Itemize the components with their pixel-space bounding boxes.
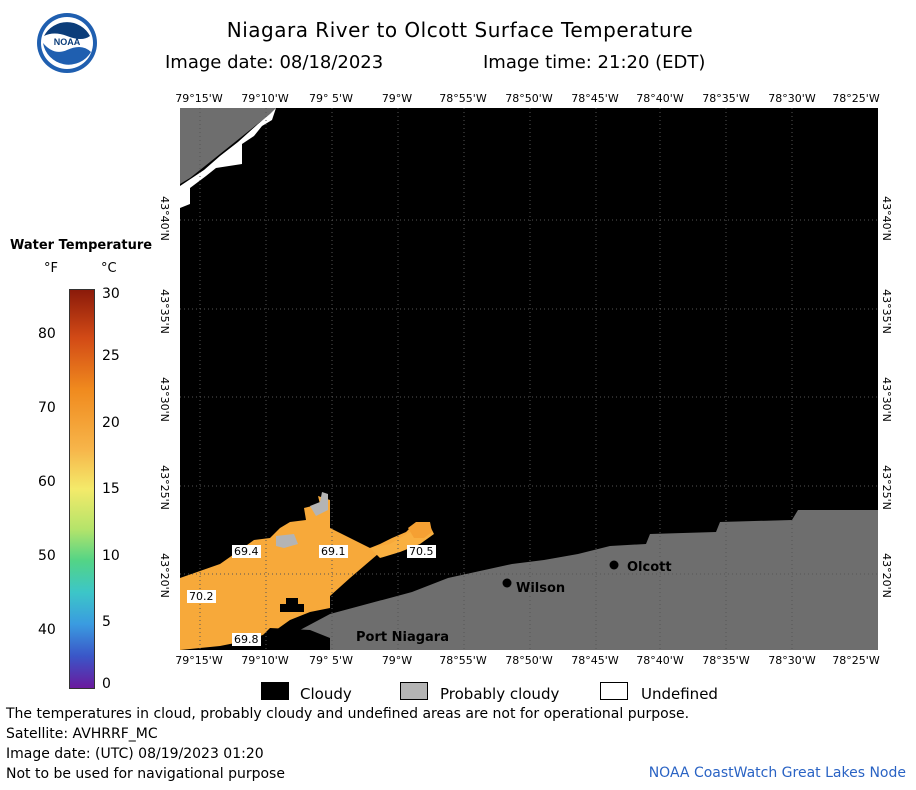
- lon-label: 78°50'W: [505, 654, 553, 667]
- wilson-marker: [502, 578, 512, 588]
- scale-unit-c: °C: [101, 261, 117, 276]
- warm-water: [408, 522, 432, 538]
- c-tick: 20: [102, 415, 120, 431]
- land-south: [250, 510, 878, 650]
- cloudy-area: [250, 628, 330, 650]
- legend-swatch-cloudy: [261, 682, 289, 700]
- lon-label: 78°25'W: [832, 92, 880, 105]
- lon-label: 78°45'W: [571, 654, 619, 667]
- note-navigation: Not to be used for navigational purpose: [6, 766, 285, 782]
- f-tick: 40: [38, 622, 56, 638]
- land-northwest: [180, 108, 276, 184]
- lon-label: 79° 5'W: [309, 654, 353, 667]
- lon-label: 78°30'W: [768, 654, 816, 667]
- legend-label-probably-cloudy: Probably cloudy: [440, 685, 560, 703]
- lon-label: 78°40'W: [636, 654, 684, 667]
- lon-label: 79°W: [381, 92, 413, 105]
- f-tick: 50: [38, 548, 56, 564]
- temperature-map: [180, 108, 878, 650]
- note-utc-date: Image date: (UTC) 08/19/2023 01:20: [6, 746, 264, 762]
- legend-label-cloudy: Cloudy: [300, 685, 352, 703]
- lon-label: 78°55'W: [439, 654, 487, 667]
- note-operational: The temperatures in cloud, probably clou…: [6, 706, 690, 722]
- credit-link[interactable]: NOAA CoastWatch Great Lakes Node: [648, 765, 906, 781]
- f-tick: 60: [38, 474, 56, 490]
- c-tick: 30: [102, 286, 120, 302]
- lon-label: 79°10'W: [241, 92, 289, 105]
- lon-label: 78°40'W: [636, 92, 684, 105]
- image-time: Image time: 21:20 (EDT): [483, 52, 706, 73]
- temp-label: 70.5: [407, 545, 436, 558]
- legend-swatch-undefined: [600, 682, 628, 700]
- lat-label: 43°25'N: [879, 465, 893, 510]
- svg-text:NOAA: NOAA: [54, 37, 81, 47]
- lon-label: 79°15'W: [175, 654, 223, 667]
- temp-label: 69.4: [232, 545, 261, 558]
- lat-label: 43°30'N: [879, 377, 893, 422]
- image-date: Image date: 08/18/2023: [165, 52, 384, 73]
- undefined-area: [180, 108, 276, 208]
- probably-cloudy-area: [310, 492, 328, 516]
- lon-label: 79° 5'W: [309, 92, 353, 105]
- lon-label: 78°30'W: [768, 92, 816, 105]
- c-tick: 10: [102, 548, 120, 564]
- lat-label: 43°40'N: [157, 196, 171, 241]
- lon-label: 78°50'W: [505, 92, 553, 105]
- lat-label: 43°35'N: [157, 289, 171, 334]
- lat-label: 43°30'N: [157, 377, 171, 422]
- temp-label: 70.2: [187, 590, 216, 603]
- scale-title: Water Temperature: [10, 238, 153, 253]
- lon-label: 78°25'W: [832, 654, 880, 667]
- graticule: [180, 108, 878, 650]
- lat-label: 43°20'N: [879, 553, 893, 598]
- bottom-longitude-axis: 79°15'W 79°10'W 79° 5'W 79°W 78°55'W 78°…: [0, 654, 916, 668]
- lat-label: 43°35'N: [879, 289, 893, 334]
- c-tick: 5: [102, 614, 111, 630]
- lat-label: 43°40'N: [879, 196, 893, 241]
- place-label-olcott: Olcott: [627, 560, 672, 575]
- f-tick: 70: [38, 400, 56, 416]
- lon-label: 78°35'W: [702, 92, 750, 105]
- noaa-logo: NOAA: [37, 13, 97, 73]
- place-label-port-niagara: Port Niagara: [356, 630, 449, 645]
- lon-label: 79°W: [381, 654, 413, 667]
- legend-swatch-probably-cloudy: [400, 682, 428, 700]
- f-tick: 80: [38, 326, 56, 342]
- warm-water: [180, 496, 430, 650]
- temp-label: 69.8: [232, 633, 261, 646]
- cloudy-area: [280, 604, 304, 612]
- color-scale-bar: [69, 289, 95, 689]
- place-label-wilson: Wilson: [516, 581, 566, 596]
- lat-label: 43°20'N: [157, 553, 171, 598]
- c-tick: 15: [102, 481, 120, 497]
- probably-cloudy-area: [276, 534, 298, 548]
- lon-label: 79°15'W: [175, 92, 223, 105]
- c-tick: 0: [102, 676, 111, 692]
- c-tick: 25: [102, 348, 120, 364]
- temp-label: 69.1: [319, 545, 348, 558]
- lat-label: 43°25'N: [157, 465, 171, 510]
- top-longitude-axis: 79°15'W 79°10'W 79° 5'W 79°W 78°55'W 78°…: [0, 92, 916, 106]
- scale-unit-f: °F: [44, 261, 58, 276]
- olcott-marker: [609, 560, 619, 570]
- map-title: Niagara River to Olcott Surface Temperat…: [226, 18, 694, 42]
- lon-label: 78°45'W: [571, 92, 619, 105]
- lon-label: 78°35'W: [702, 654, 750, 667]
- legend-label-undefined: Undefined: [641, 685, 718, 703]
- lon-label: 78°55'W: [439, 92, 487, 105]
- lon-label: 79°10'W: [241, 654, 289, 667]
- note-satellite: Satellite: AVHRRF_MC: [6, 726, 158, 742]
